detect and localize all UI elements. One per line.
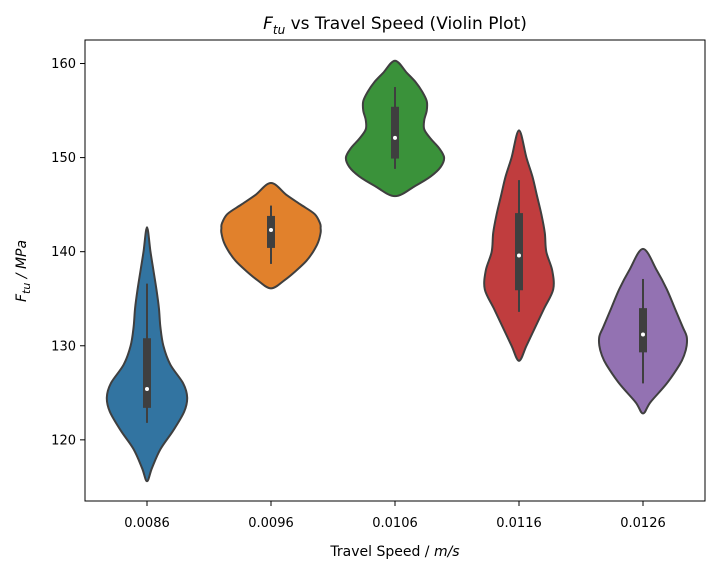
y-axis-label: Ftu / MPa — [14, 240, 33, 302]
violins-group — [105, 59, 689, 483]
y-tick-label: 150 — [51, 151, 76, 166]
violin-median-0.0096 — [269, 228, 273, 233]
chart-title-main: F — [263, 14, 273, 34]
x-tick-label: 0.0116 — [496, 516, 542, 531]
violin-iqr-box-0.0086 — [143, 338, 151, 408]
chart-title-rest: vs Travel Speed (Violin Plot) — [285, 14, 527, 34]
x-tick-label: 0.0096 — [248, 516, 294, 531]
x-tick-label: 0.0106 — [372, 516, 418, 531]
y-axis-label-sub: tu — [20, 283, 33, 294]
y-axis-label-main: F — [14, 293, 30, 302]
x-axis-label-main: Travel Speed / — [329, 544, 434, 560]
chart-title-sub: tu — [273, 23, 286, 37]
y-axis-label-unit: / MPa — [14, 240, 30, 283]
plot-frame — [84, 39, 706, 502]
y-tick-label: 160 — [51, 57, 76, 72]
violin-iqr-box-0.0126 — [639, 308, 647, 353]
x-tick-label: 0.0086 — [124, 516, 170, 531]
violin-median-0.0086 — [145, 387, 149, 392]
x-axis-label: Travel Speed / m/s — [329, 544, 459, 560]
y-tick-label: 130 — [51, 339, 76, 354]
y-tick-label: 140 — [51, 245, 76, 260]
x-tick-label: 0.0126 — [620, 516, 666, 531]
x-ticks-group: 0.0086 0.0096 0.0106 0.0116 0.0126 — [124, 501, 666, 531]
violin-iqr-box-0.0106 — [391, 106, 399, 159]
y-ticks-group: 120 130 140 150 160 — [51, 57, 85, 448]
x-axis-label-unit: m/s — [434, 544, 460, 560]
y-tick-label: 120 — [51, 433, 76, 448]
violin-iqr-box-0.0116 — [515, 213, 523, 291]
violin-median-0.0106 — [393, 135, 397, 140]
violin-median-0.0116 — [517, 253, 521, 258]
chart-title: Ftu vs Travel Speed (Violin Plot) — [263, 14, 527, 37]
violin-median-0.0126 — [641, 332, 645, 337]
